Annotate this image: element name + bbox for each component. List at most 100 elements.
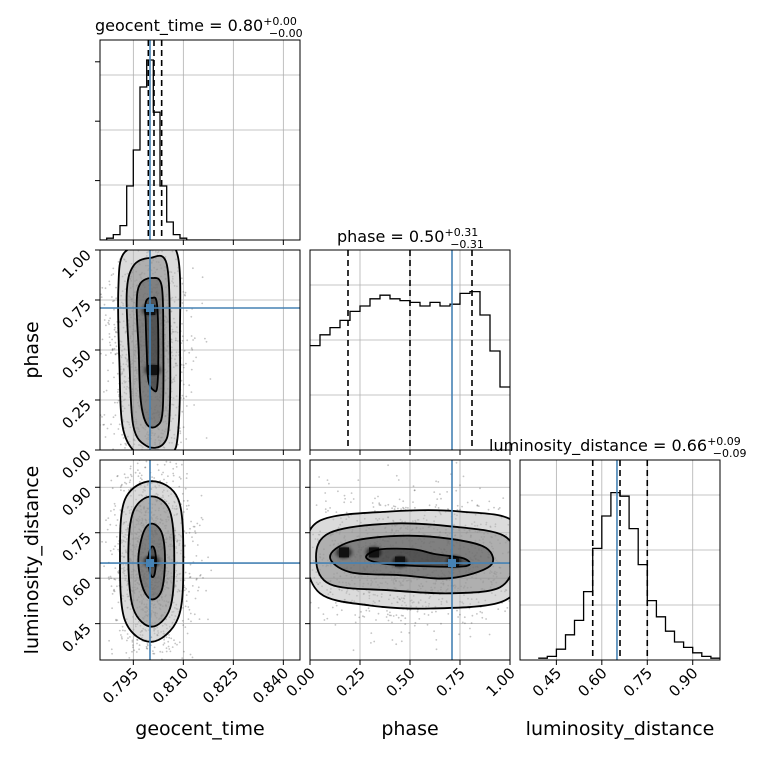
panel2d-2-sample-point [397,616,400,619]
panel2d-2-sample-point [626,570,628,572]
panel2d-1-sample-point [131,641,134,643]
panel2d-1-sample-point [196,544,199,546]
panel2d-2-sample-point [375,619,377,621]
panel2d-2-sample-point [279,538,281,540]
panel2d-0-sample-point [115,191,117,193]
panel2d-2-sample-point [326,479,329,481]
panel2d-2-sample-point [352,498,355,500]
panel2d-0-sample-point [187,453,189,455]
panel2d-0-sample-point [121,433,123,436]
panel2d-1-sample-point [107,576,110,579]
panel2d-0-sample-point [116,372,119,375]
panel2d-2-sample-point [543,600,545,602]
panel2d-2-sample-point [209,567,211,569]
panel2d-0-sample-point [101,286,104,289]
panel2d-2-sample-point [280,505,282,507]
panel2d-0-sample-point [128,236,130,238]
panel2d-1-sample-point [117,571,119,573]
panel2d-2-sample-point [481,611,483,614]
panel2d-1-sample-point [119,451,121,453]
panel2d-1-sample-point [181,657,184,659]
panel2d-2-sample-point [414,621,417,624]
panel2d-1-sample-point [121,637,123,640]
panel2d-0-sample-point [112,267,115,270]
panel2d-0-sample-point [95,331,97,333]
panel2d-2-sample-point [471,499,473,502]
panel2d-2-sample-point [605,576,607,578]
panel2d-0-yticklabel-1: 0.25 [58,396,94,432]
panel2d-1-sample-point [111,487,114,490]
panel2d-0-sample-point [126,485,128,487]
panel2d-1-sample-point [122,629,124,632]
panel2d-0-sample-point [156,232,158,234]
panel2d-2-sample-point [582,497,584,499]
panel2d-2-sample-point [545,525,547,527]
panel2d-0-sample-point [102,423,105,426]
panel2d-2-sample-point [267,593,269,595]
panel2d-1-yticklabel-0: 0.45 [58,620,94,656]
panel2d-2-sample-point [307,596,309,598]
panel2d-0-sample-point [176,228,178,230]
panel2d-2-sample-point [251,511,253,513]
panel2d-0-sample-point [190,391,193,393]
panel2d-1-sample-point [111,607,113,610]
panel2d-2-sample-point [470,622,473,624]
panel2d-2-sample-point [370,632,373,634]
panel2d-2-sample-point [493,506,495,509]
panel2d-2-sample-point [350,492,353,494]
panel2d-0-sample-point [186,450,188,452]
panel2d-2-sample-point [511,544,513,546]
panel2d-1-sample-point [187,504,190,507]
panel2d-2-sample-point [395,474,398,477]
panel2d-0-sample-point [116,352,118,355]
panel2d-2-sample-point [214,609,216,611]
panel2d-2-sample-point [392,615,395,617]
panel2d-2-sample-point [260,545,262,547]
panel2d-1-sample-point [146,644,149,647]
panel2d-1-sample-point [129,465,132,468]
panel2d-2-sample-point [423,613,426,615]
panel2d-1-xticklabel-0: 0.795 [99,664,142,707]
panel2d-2-sample-point [317,607,320,609]
panel2d-0-sample-point [174,155,176,157]
panel2d-2-sample-point [400,614,403,617]
panel2d-0-sample-point [181,394,184,397]
panel2d-1-sample-point [195,555,198,557]
panel2d-1-sample-point [168,634,170,636]
panel2d-1-sample-point [193,613,196,616]
panel2d-1-sample-point [140,474,143,477]
panel2d-2-sample-point [512,558,514,560]
panel2d-1-sample-point [133,649,136,652]
panel2d-1-sample-point [127,458,129,460]
panel2d-1-sample-point [113,588,115,591]
panel2d-2-sample-point [274,586,276,588]
panel2d-1-sample-point [163,638,166,641]
panel2d-1-sample-point [112,589,115,592]
panel2d-2-peak-cell-0 [339,547,349,558]
panel2d-1-sample-point [117,601,120,604]
panel2d-1-sample-point [197,589,199,592]
panel2d-1-sample-point [132,644,134,646]
panel2d-1-sample-point [116,619,119,622]
panel2d-0-sample-point [114,341,117,344]
panel2d-0-sample-point [134,199,136,201]
panel2d-1-sample-point [123,489,125,492]
panel2d-0-sample-point [115,345,118,348]
panel2d-0-sample-point [201,302,204,305]
panel2d-1-sample-point [138,481,141,483]
panel2d-2-sample-point [476,613,478,615]
panel2d-0-sample-point [114,335,116,338]
panel2d-1-sample-point [123,473,126,476]
panel2d-0-sample-point [112,273,115,275]
panel2d-0-sample-point [193,404,196,406]
panel2d-2-sample-point [354,621,357,624]
panel2d-0-sample-point [182,397,185,400]
panel2d-0-sample-point [192,267,194,270]
panel2d-1-sample-point [163,642,166,644]
panel2d-0-sample-point [111,348,114,351]
panel2d-2-sample-point [413,489,416,492]
panel2d-2-sample-point [263,557,265,559]
panel2d-0-sample-point [125,469,127,471]
hist-2-xticklabel-1: 0.60 [574,664,610,700]
panel2d-2-sample-point [512,581,514,583]
